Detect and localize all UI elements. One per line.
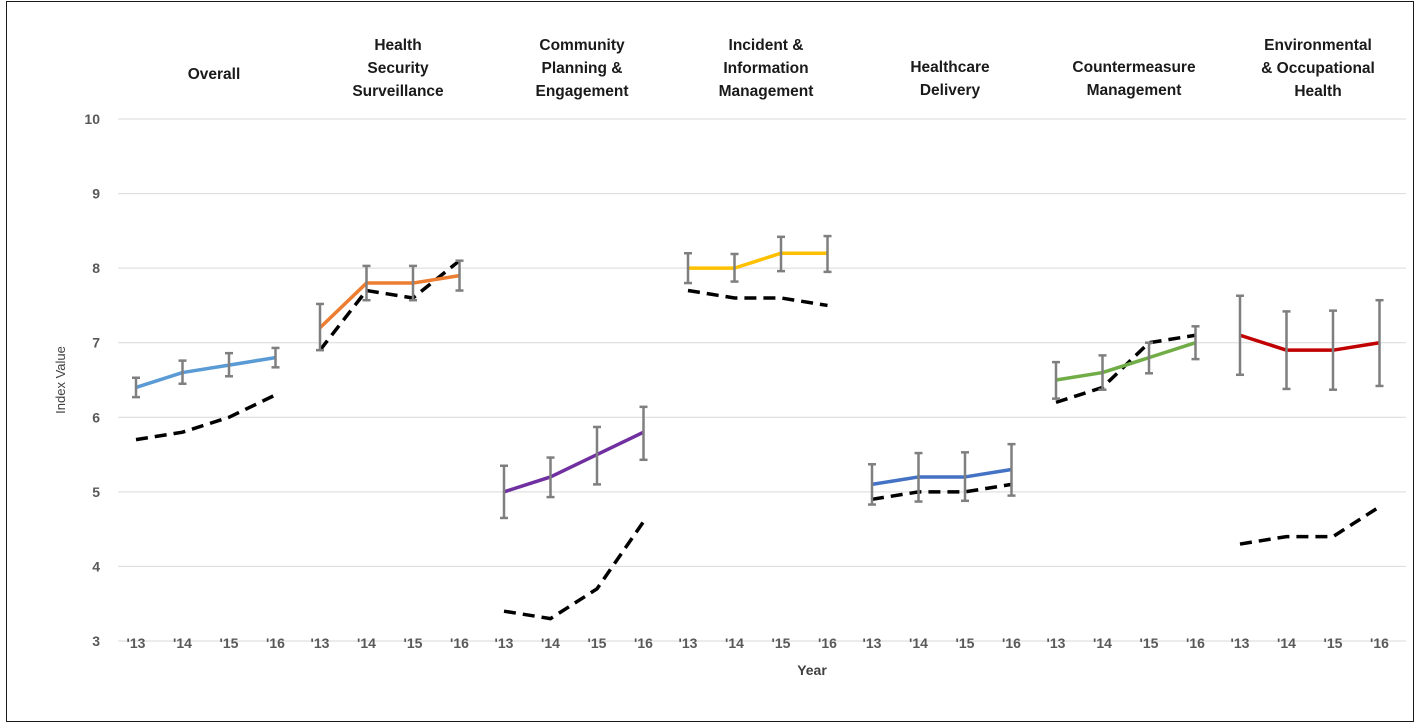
x-tick-label: '14 (541, 635, 560, 651)
series-line (871, 467, 1012, 487)
y-tick-label: 9 (92, 186, 100, 202)
x-tick-label: '13 (311, 635, 330, 651)
x-tick-label: '13 (863, 635, 882, 651)
panel-title: Environmental (1264, 37, 1372, 54)
x-tick-label: '14 (725, 635, 744, 651)
x-tick-label: '15 (1324, 635, 1343, 651)
x-tick-label: '14 (1093, 635, 1112, 651)
y-tick-label: 3 (92, 633, 100, 649)
series-line (135, 355, 276, 390)
x-tick-label: '15 (220, 635, 239, 651)
x-axis-title: Year (797, 662, 827, 678)
x-tick-label: '13 (127, 635, 146, 651)
x-tick-label: '13 (1047, 635, 1066, 651)
series-line (1239, 333, 1380, 352)
dashed-series-line (503, 520, 645, 621)
dashed-series-line (871, 482, 1012, 502)
panel-title: Management (1087, 82, 1182, 99)
x-tick-label: '16 (1370, 635, 1389, 651)
x-tick-label: '16 (266, 635, 285, 651)
panel-title: Surveillance (352, 83, 444, 100)
dashed-series-line (1055, 333, 1196, 405)
x-tick-label: '13 (679, 635, 698, 651)
y-tick-label: 5 (92, 484, 100, 500)
y-axis-title: Index Value (53, 346, 68, 414)
series-line (503, 430, 645, 494)
panel-title: Engagement (535, 83, 628, 100)
panel-title: Health (1294, 83, 1341, 100)
panel-title: Information (723, 60, 808, 77)
x-tick-label: '15 (1140, 635, 1159, 651)
x-tick-label: '14 (357, 635, 376, 651)
series-line (318, 273, 460, 330)
panel-title: Community (539, 37, 625, 54)
panel-title: Security (367, 60, 429, 77)
x-tick-label: '16 (1186, 635, 1205, 651)
panel-title: Health (374, 37, 421, 54)
x-tick-label: '14 (1277, 635, 1296, 651)
x-tick-label: '15 (588, 635, 607, 651)
y-tick-label: 4 (92, 558, 100, 574)
dashed-series-line (135, 393, 277, 442)
x-tick-label: '16 (818, 635, 837, 651)
x-tick-label: '16 (1002, 635, 1021, 651)
x-tick-label: '13 (495, 635, 514, 651)
dashed-series-line (687, 288, 828, 308)
y-tick-label: 7 (92, 335, 100, 351)
x-tick-label: '16 (450, 635, 469, 651)
series-line (1055, 341, 1197, 382)
x-tick-label: '14 (909, 635, 928, 651)
y-tick-label: 6 (92, 409, 100, 425)
panel-title: Delivery (920, 82, 981, 99)
panel-title: Healthcare (910, 59, 990, 76)
y-tick-label: 8 (92, 260, 100, 276)
panel-title: Planning & (542, 60, 623, 77)
x-tick-label: '15 (956, 635, 975, 651)
x-tick-label: '13 (1231, 635, 1250, 651)
series-line (688, 251, 828, 270)
x-tick-label: '14 (173, 635, 192, 651)
panel-title: Overall (188, 66, 241, 83)
y-tick-label: 10 (84, 111, 100, 127)
x-tick-label: '16 (634, 635, 653, 651)
x-tick-label: '15 (772, 635, 791, 651)
panel-title: Countermeasure (1072, 59, 1196, 76)
panel-title: Management (719, 83, 814, 100)
panel-title: & Occupational (1261, 60, 1375, 77)
dashed-series-line (1239, 505, 1381, 546)
x-tick-label: '15 (404, 635, 423, 651)
panel-title: Incident & (729, 37, 804, 54)
